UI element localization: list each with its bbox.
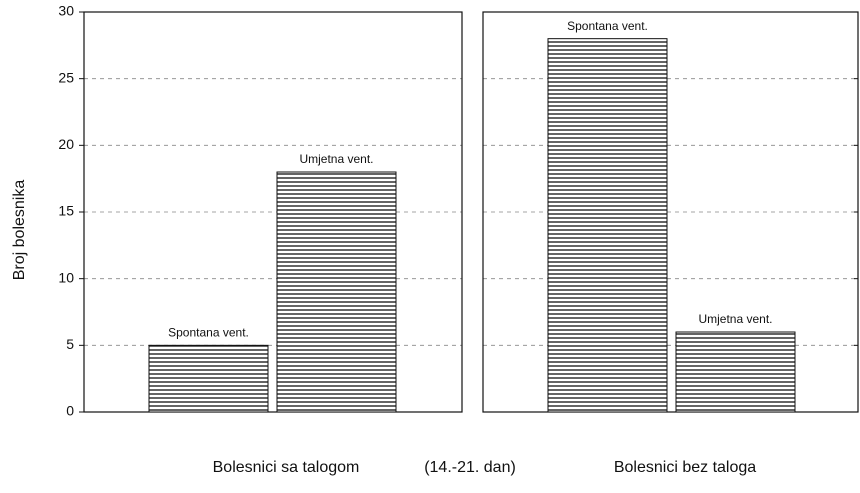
bar-label: Umjetna vent. [299,152,373,166]
y-tick-label: 30 [58,3,74,19]
y-tick-label: 10 [58,269,74,285]
y-axis-label: Broj bolesnika [11,180,28,281]
x-axis-label: Bolesnici bez taloga [614,459,756,476]
bar-label: Spontana vent. [567,19,648,33]
panel-frame [482,11,859,413]
bar-label: Umjetna vent. [698,312,772,326]
annotation: (14.-21. dan) [424,459,516,476]
bar [148,344,269,413]
y-tick-label: 15 [58,203,74,219]
bar-label: Spontana vent. [168,326,249,340]
x-axis-label: Bolesnici sa talogom [213,459,360,476]
y-tick-label: 20 [58,136,74,152]
bar [276,171,397,413]
bar [547,38,668,413]
y-tick-label: 5 [66,336,74,352]
y-tick-label: 0 [66,403,74,419]
bar [675,331,796,413]
panel-frame [83,11,463,413]
y-tick-label: 25 [58,69,74,85]
